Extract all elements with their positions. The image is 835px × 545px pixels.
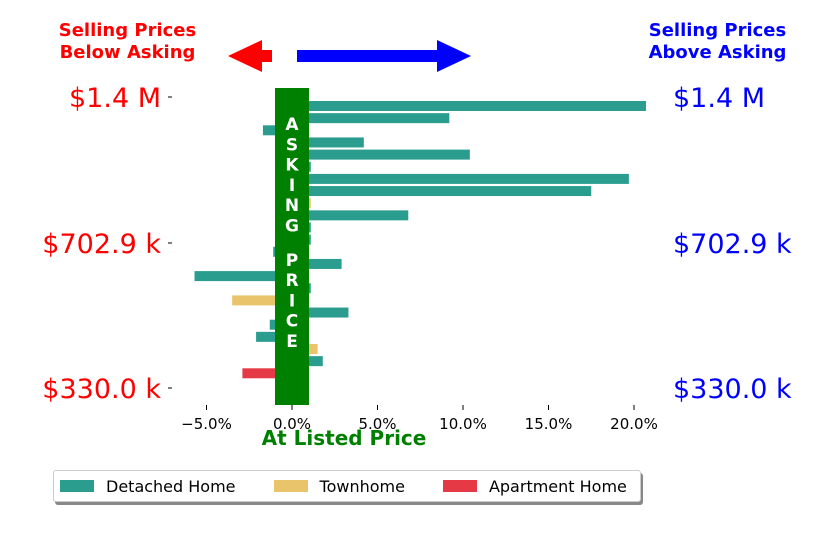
below-asking-label: Selling Prices Below Asking xyxy=(58,20,197,63)
right-y-tick-label-2: $330.0 k xyxy=(673,374,792,405)
asking-price-letter-1: S xyxy=(286,135,298,155)
bar-townhome-16 xyxy=(232,295,292,306)
asking-price-band xyxy=(275,88,309,405)
asking-price-letter-4: N xyxy=(285,196,299,216)
asking-price-letter-3: I xyxy=(289,176,295,196)
bar-detached-home-13 xyxy=(292,258,342,269)
right-arrow-icon xyxy=(297,40,471,72)
above-asking-label: Selling Prices Above Asking xyxy=(648,20,787,63)
bar-detached-home-9 xyxy=(292,210,409,221)
bar-detached-home-17 xyxy=(292,307,349,318)
asking-price-letter-9: I xyxy=(289,291,295,311)
bar-detached-home-19 xyxy=(256,331,292,342)
right-y-tick-label-1: $702.9 k xyxy=(673,229,792,260)
bar-apartment-home-22 xyxy=(242,368,292,379)
bar-detached-home-14 xyxy=(194,271,292,282)
bar-detached-home-7 xyxy=(292,186,592,197)
legend-item-apartment: Apartment Home xyxy=(437,477,627,496)
left-arrow-icon xyxy=(228,40,272,72)
x-tick-label-4: 15.0% xyxy=(525,415,573,433)
asking-price-letter-5: G xyxy=(285,217,299,237)
bar-detached-home-0 xyxy=(292,101,646,111)
left-y-tick-label-1: $702.9 k xyxy=(42,229,161,260)
left-y-tick-label-2: $330.0 k xyxy=(42,374,161,405)
legend-label-apartment: Apartment Home xyxy=(488,476,627,496)
bar-detached-home-1 xyxy=(292,113,450,124)
bar-detached-home-6 xyxy=(292,173,629,184)
legend-item-townhome: Townhome xyxy=(268,477,405,496)
asking-price-letter-8: R xyxy=(285,271,298,291)
right-y-tick-label-0: $1.4 M xyxy=(673,83,765,114)
legend-swatch-detached xyxy=(60,480,94,492)
x-tick-label-1: 0.0% xyxy=(273,415,311,433)
bar-detached-home-4 xyxy=(292,149,470,160)
bar-detached-home-3 xyxy=(292,137,364,148)
legend-swatch-townhome xyxy=(273,480,308,492)
asking-price-letter-2: K xyxy=(285,156,299,176)
asking-price-letter-11: E xyxy=(286,332,298,352)
x-tick-label-2: 5.0% xyxy=(358,415,396,433)
asking-price-letter-0: A xyxy=(285,115,299,135)
x-tick-label-5: 20.0% xyxy=(610,415,658,433)
x-tick-label-3: 10.0% xyxy=(439,415,487,433)
legend-label-townhome: Townhome xyxy=(319,476,405,496)
x-tick-label-0: −5.0% xyxy=(181,415,232,433)
asking-price-letter-10: C xyxy=(286,312,298,332)
asking-price-letter-7: P xyxy=(286,251,298,271)
left-y-tick-label-0: $1.4 M xyxy=(69,83,161,114)
legend: Detached Home Townhome Apartment Home xyxy=(53,470,641,502)
legend-swatch-apartment xyxy=(442,480,477,492)
legend-item-detached: Detached Home xyxy=(54,477,236,496)
x-axis-label: At Listed Price xyxy=(261,426,427,450)
legend-label-detached: Detached Home xyxy=(106,476,236,496)
